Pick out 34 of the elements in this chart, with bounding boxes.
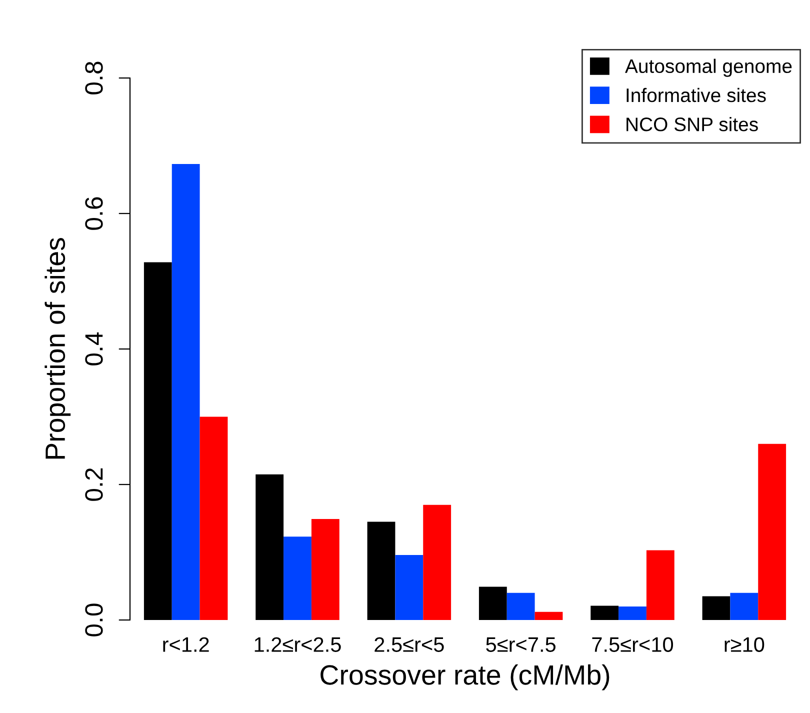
x-tick-label: 7.5≤r<10 bbox=[592, 637, 674, 652]
bar bbox=[395, 554, 424, 620]
x-tick-label: 2.5≤r<5 bbox=[374, 637, 444, 652]
bar bbox=[478, 586, 507, 620]
legend-label: Autosomal genome bbox=[625, 58, 792, 77]
bar bbox=[506, 592, 535, 620]
bar bbox=[730, 592, 758, 620]
bar bbox=[646, 550, 674, 620]
bar bbox=[256, 474, 284, 620]
bar bbox=[284, 536, 312, 620]
bar bbox=[758, 444, 786, 620]
legend-label: NCO SNP sites bbox=[626, 117, 758, 132]
y-tick-label: 0.0 bbox=[85, 604, 103, 636]
bar bbox=[590, 606, 619, 620]
x-tick-label: 5≤r<7.5 bbox=[486, 637, 556, 652]
y-axis-title: Proportion of sites bbox=[44, 238, 71, 459]
y-tick-label: 0.8 bbox=[85, 62, 103, 94]
bar bbox=[618, 606, 646, 620]
bar bbox=[423, 504, 452, 620]
x-axis-title: Crossover rate (cM/Mb) bbox=[320, 664, 610, 690]
bar bbox=[534, 612, 563, 620]
y-tick-label: 0.6 bbox=[85, 197, 103, 230]
y-tick-label: 0.2 bbox=[85, 468, 103, 501]
bar bbox=[200, 416, 228, 620]
y-tick-label: 0.4 bbox=[85, 332, 103, 366]
x-tick-label: r<1.2 bbox=[163, 637, 209, 652]
bar bbox=[172, 164, 200, 620]
bar bbox=[144, 262, 172, 620]
x-tick-label: r≥10 bbox=[724, 637, 764, 652]
bar bbox=[702, 596, 730, 620]
legend-label: Informative sites bbox=[626, 88, 766, 102]
x-tick-label: 1.2≤r<2.5 bbox=[254, 637, 341, 652]
bar bbox=[367, 522, 396, 620]
bar bbox=[311, 519, 340, 620]
